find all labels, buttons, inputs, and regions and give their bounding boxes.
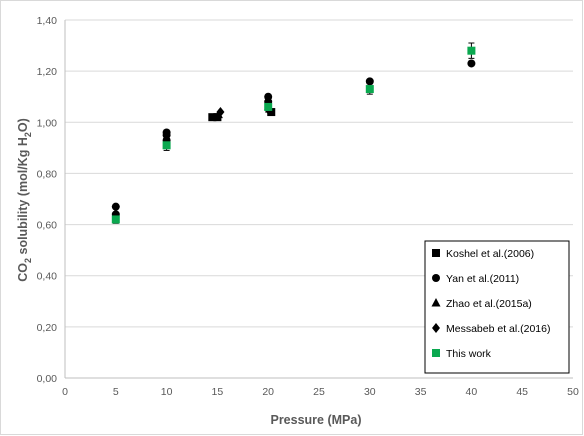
series-4 bbox=[111, 46, 476, 224]
y-tick-label: 0,20 bbox=[37, 322, 58, 334]
data-point bbox=[264, 102, 273, 111]
data-point bbox=[111, 202, 120, 211]
x-tick-label: 20 bbox=[262, 386, 274, 398]
legend-marker bbox=[432, 323, 440, 333]
legend-box bbox=[424, 240, 570, 374]
x-axis-title: Pressure (MPa) bbox=[270, 413, 361, 427]
y-tick-label: 1,00 bbox=[37, 117, 58, 129]
x-tick-label: 10 bbox=[161, 386, 173, 398]
data-point bbox=[208, 113, 217, 122]
x-tick-label: 0 bbox=[62, 386, 68, 398]
y-tick-label: 0,40 bbox=[37, 271, 58, 283]
data-point bbox=[467, 59, 476, 68]
y-tick-label: 0,80 bbox=[37, 168, 58, 180]
x-tick-label: 25 bbox=[313, 386, 325, 398]
y-tick-label: 1,40 bbox=[37, 15, 58, 27]
data-point bbox=[365, 85, 374, 94]
data-point bbox=[467, 46, 476, 55]
y-tick-label: 0,00 bbox=[37, 373, 58, 385]
data-point bbox=[162, 141, 171, 150]
x-tick-label: 50 bbox=[567, 386, 579, 398]
x-tick-label: 15 bbox=[212, 386, 224, 398]
series-1 bbox=[111, 59, 476, 219]
x-tick-label: 35 bbox=[415, 386, 427, 398]
legend-marker bbox=[432, 274, 440, 282]
legend-marker bbox=[432, 349, 440, 357]
legend-label: Zhao et al.(2015a) bbox=[446, 298, 532, 310]
legend: Koshel et al.(2006) Yan et al.(2011) Zhao … bbox=[424, 240, 570, 374]
data-point bbox=[267, 108, 276, 117]
x-tick-label: 45 bbox=[516, 386, 528, 398]
x-tick-label: 40 bbox=[466, 386, 478, 398]
legend-marker bbox=[432, 249, 440, 257]
tick-labels: 0,00 0,20 0,40 0,60 0,80 1,00 1,20 1,40 0 5 10 15 20… bbox=[37, 15, 579, 398]
y-tick-label: 1,20 bbox=[37, 66, 58, 78]
legend-label: Messabeb et al.(2016) bbox=[446, 323, 550, 335]
data-point bbox=[216, 107, 225, 118]
y-axis-title: CO2 solubility (mol/Kg H2O) bbox=[16, 118, 33, 282]
y-tick-label: 0,60 bbox=[37, 220, 58, 232]
legend-label: Koshel et al.(2006) bbox=[446, 248, 534, 260]
legend-label: This work bbox=[446, 348, 492, 360]
data-point bbox=[111, 215, 120, 224]
x-tick-label: 5 bbox=[113, 386, 119, 398]
data-points bbox=[111, 46, 476, 224]
legend-marker bbox=[431, 298, 441, 307]
legend-label: Yan et al.(2011) bbox=[446, 273, 519, 285]
data-point bbox=[365, 77, 374, 86]
series-3 bbox=[216, 104, 273, 118]
x-tick-label: 30 bbox=[364, 386, 376, 398]
axes bbox=[64, 20, 573, 379]
